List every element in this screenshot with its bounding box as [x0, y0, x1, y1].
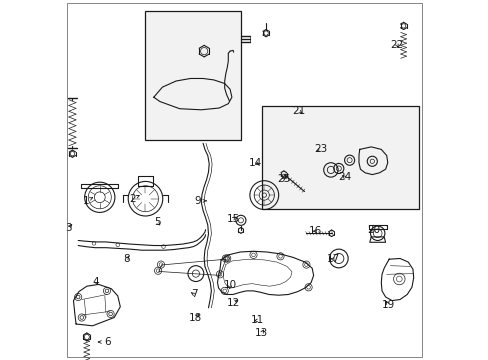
Text: 12: 12	[226, 298, 239, 308]
Text: 8: 8	[123, 254, 129, 264]
Text: 24: 24	[337, 172, 350, 182]
Text: 3: 3	[65, 222, 72, 233]
Text: 5: 5	[154, 217, 161, 228]
Text: 1: 1	[82, 196, 92, 206]
Text: 25: 25	[276, 174, 289, 184]
Text: 18: 18	[189, 312, 202, 323]
Text: 15: 15	[226, 214, 239, 224]
Text: 16: 16	[308, 226, 322, 236]
Text: 13: 13	[255, 328, 268, 338]
Text: 2: 2	[129, 194, 139, 204]
Bar	[261, 106, 418, 209]
Text: 4: 4	[93, 276, 99, 287]
Text: 22: 22	[390, 40, 403, 50]
Text: 14: 14	[248, 158, 262, 168]
Text: 21: 21	[291, 106, 305, 116]
Text: 19: 19	[381, 300, 394, 310]
Bar	[145, 11, 241, 140]
Text: 6: 6	[98, 337, 111, 347]
Text: 9: 9	[194, 196, 206, 206]
Text: 20: 20	[366, 225, 379, 235]
Text: 23: 23	[314, 144, 327, 154]
Text: 7: 7	[190, 289, 197, 300]
Text: 17: 17	[326, 254, 340, 264]
Text: 11: 11	[250, 315, 264, 325]
Text: 10: 10	[223, 280, 236, 290]
